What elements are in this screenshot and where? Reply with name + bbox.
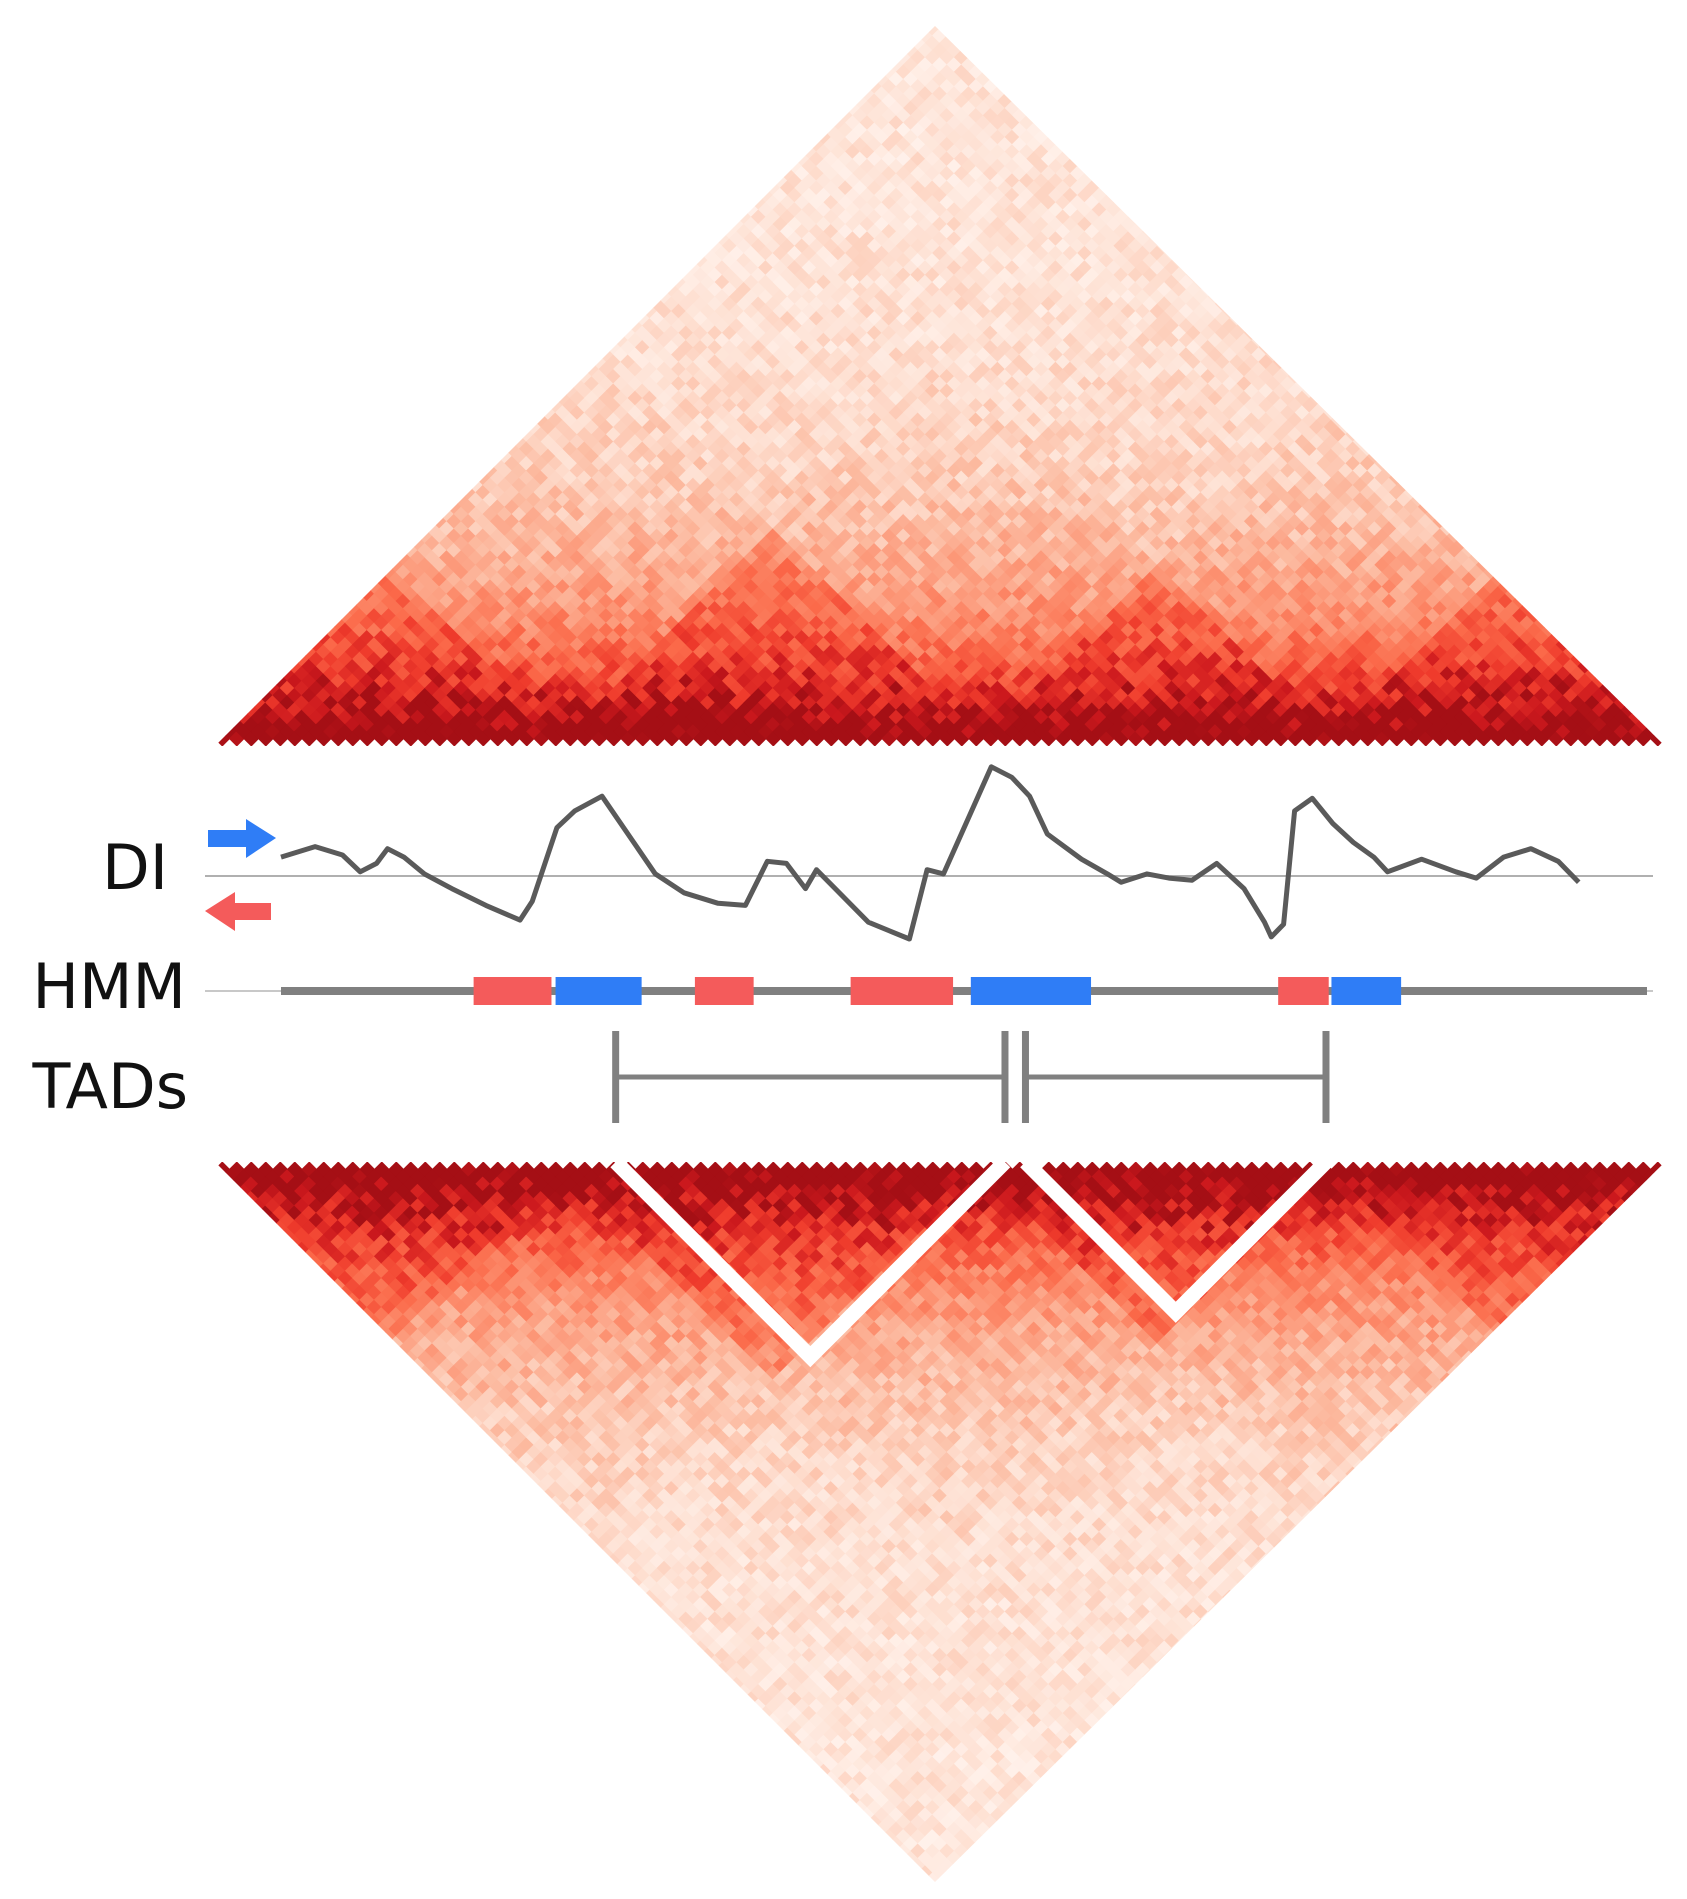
tad-outline-1 [610,1156,1011,1368]
hmm-segment-reverse [473,977,552,1005]
di-line [280,764,1581,942]
hmm-segment-forward [970,977,1092,1005]
tad-boundary-gaps [610,1156,1332,1368]
tad-outline-2 [1020,1156,1332,1323]
right-arrow-icon [208,819,276,858]
hmm-segment-reverse [694,977,754,1005]
left-arrow-icon [205,892,271,931]
di-track: DI [102,764,1653,942]
contact-map-upper [215,26,1665,746]
tads-label: TADs [31,1050,188,1123]
hmm-segment-reverse [1278,977,1329,1005]
di-label: DI [102,831,168,904]
contact-map-lower [215,1156,1665,1882]
hmm-segment-reverse [850,977,954,1005]
hmm-segment-forward [1331,977,1402,1005]
hmm-track: HMM [32,950,1653,1023]
hmm-segment-forward [555,977,642,1005]
tad-track: TADs [31,1031,1330,1123]
hmm-label: HMM [32,950,186,1023]
